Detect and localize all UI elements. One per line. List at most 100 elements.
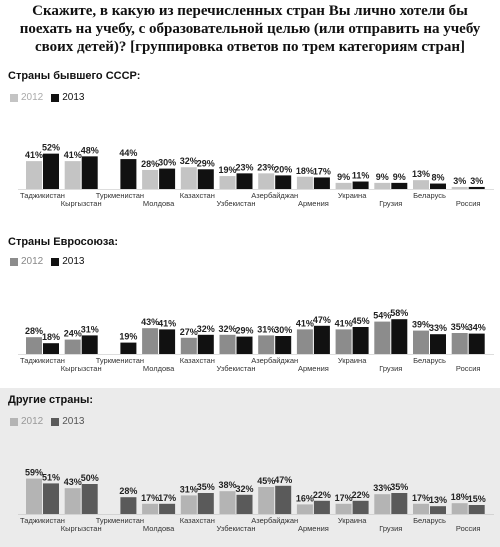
bar-2013 xyxy=(468,505,485,514)
bar-2013 xyxy=(197,493,214,514)
category-label: Узбекистан xyxy=(217,364,256,373)
bar-2012 xyxy=(26,161,42,189)
category-label: Узбекистан xyxy=(217,524,256,533)
bar-2012 xyxy=(26,478,42,514)
bar-2013 xyxy=(391,493,408,514)
chart-other: 59%51% Таджикистан 43%50% Кыргызстан 28% Турк… xyxy=(18,468,494,533)
bar-2013 xyxy=(43,343,59,354)
data-label-2012: 35% xyxy=(451,322,469,332)
data-label-2012: 17% xyxy=(412,493,430,503)
bar-2013 xyxy=(197,334,214,354)
bar-2013 xyxy=(275,485,292,514)
data-label-2012: 54% xyxy=(373,311,391,321)
legend: 2012 2013 xyxy=(10,416,93,427)
data-label-2013: 45% xyxy=(352,316,370,326)
data-label-2013: 30% xyxy=(274,325,292,335)
bar-2012 xyxy=(451,186,468,189)
data-label-2013: 47% xyxy=(313,315,331,325)
data-label-2012: 32% xyxy=(218,324,236,334)
data-label-2012: 19% xyxy=(218,165,236,175)
data-label-2013: 3% xyxy=(470,176,483,186)
category-label: Беларусь xyxy=(413,516,446,525)
data-label-2012: 31% xyxy=(257,324,275,334)
bar-2013 xyxy=(43,153,59,189)
data-label-2012: 28% xyxy=(25,326,43,336)
legend-swatch-2012 xyxy=(10,257,18,266)
data-label-2012: 31% xyxy=(180,484,198,494)
bar-2012 xyxy=(335,503,352,514)
data-label-2013: 34% xyxy=(468,323,486,333)
legend-swatch-2012 xyxy=(10,93,18,102)
page-title: Скажите, в какую из перечисленных стран … xyxy=(19,3,481,55)
bar-2012 xyxy=(296,329,313,354)
bar-2013 xyxy=(468,186,485,189)
bar-2013 xyxy=(236,173,253,189)
data-label-2013: 17% xyxy=(313,166,331,176)
bar-2013 xyxy=(313,325,330,354)
data-label-2013: 8% xyxy=(431,173,444,183)
bar-2013 xyxy=(352,181,369,189)
bar-2012 xyxy=(180,495,197,514)
category-label: Беларусь xyxy=(413,191,446,200)
category-label: Армения xyxy=(298,364,329,373)
bar-2012 xyxy=(64,488,81,514)
data-label-2012: 33% xyxy=(373,483,391,493)
data-label-2013: 13% xyxy=(429,495,447,505)
category-label: Украина xyxy=(338,356,367,365)
data-label-2012: 41% xyxy=(64,150,82,160)
data-label-2012: 39% xyxy=(412,320,430,330)
data-label-2012: 18% xyxy=(296,166,314,176)
bar-2012 xyxy=(180,337,197,354)
chart-eu: 28%18%Таджикистан24%31%Кыргызстан19%Турк… xyxy=(18,308,494,373)
legend-label-2013: 2013 xyxy=(62,256,85,267)
bar-2012 xyxy=(374,182,391,189)
data-label-2012: 3% xyxy=(453,176,466,186)
category-label: Казахстан xyxy=(180,516,215,525)
category-label: Азербайджан xyxy=(251,191,298,200)
data-label-2012: 23% xyxy=(257,162,275,172)
data-label-2013: 30% xyxy=(158,158,176,168)
bar-2013 xyxy=(159,503,176,514)
category-label: Азербайджан xyxy=(251,516,298,525)
data-label-2013: 9% xyxy=(393,172,406,182)
bar-2012 xyxy=(451,503,468,514)
legend-swatch-2013 xyxy=(51,257,60,266)
data-label-2012: 43% xyxy=(64,477,82,487)
category-label: Россия xyxy=(456,364,481,373)
data-label-2013: 19% xyxy=(119,332,137,342)
legend-swatch-2013 xyxy=(51,93,60,102)
data-label-2013: 41% xyxy=(158,318,176,328)
bar-2012 xyxy=(374,321,391,354)
category-label: Казахстан xyxy=(180,356,215,365)
bar-2012 xyxy=(142,503,159,514)
panel-title: Страны Евросоюза: xyxy=(8,236,118,248)
data-label-2012: 45% xyxy=(257,476,275,486)
data-label-2012: 41% xyxy=(335,318,353,328)
bar-2012 xyxy=(219,176,236,189)
legend-swatch-2013 xyxy=(51,417,60,426)
data-label-2013: 11% xyxy=(352,171,370,181)
data-label-2012: 38% xyxy=(218,480,236,490)
category-label: Таджикистан xyxy=(20,356,65,365)
bar-2013 xyxy=(313,177,330,189)
data-label-2012: 17% xyxy=(335,493,353,503)
bar-2012 xyxy=(142,328,159,354)
bar-2013 xyxy=(81,335,98,354)
category-label: Азербайджан xyxy=(251,356,298,365)
data-label-2012: 27% xyxy=(180,327,198,337)
legend-label-2013: 2013 xyxy=(62,416,85,427)
data-label-2013: 47% xyxy=(274,475,292,485)
data-label-2013: 52% xyxy=(42,143,60,153)
chart-cis: 41%52%Таджикистан41%48%Кыргызстан44%Турк… xyxy=(18,143,494,208)
data-label-2013: 22% xyxy=(313,490,331,500)
data-label-2013: 28% xyxy=(119,486,137,496)
data-label-2013: 29% xyxy=(235,326,253,336)
bar-2013 xyxy=(120,342,137,354)
legend-label-2012: 2012 xyxy=(21,92,44,103)
bar-2013 xyxy=(275,175,292,189)
legend: 2012 2013 xyxy=(10,92,93,103)
category-label: Армения xyxy=(298,199,329,208)
bar-2012 xyxy=(219,334,236,354)
bar-2013 xyxy=(159,329,176,354)
bar-2012 xyxy=(413,503,429,514)
